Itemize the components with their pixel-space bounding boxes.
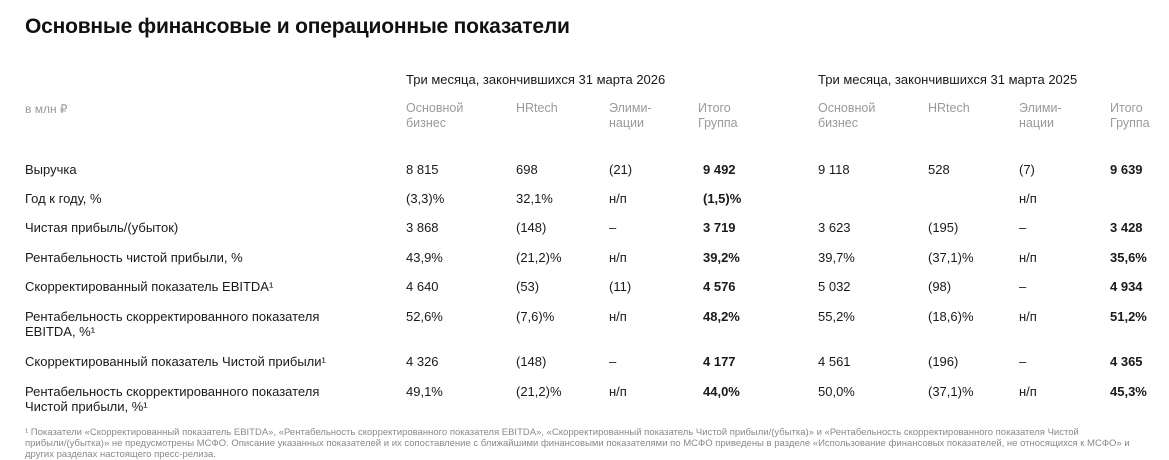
- row-label: Рентабельность скорректированного показа…: [25, 384, 320, 414]
- table-cell: 9 492: [703, 162, 736, 177]
- table-cell: 3 868: [406, 220, 439, 235]
- table-cell: 5 032: [818, 279, 851, 294]
- table-cell: н/п: [1019, 309, 1037, 324]
- table-cell: (196): [928, 354, 959, 369]
- table-cell: –: [609, 354, 617, 369]
- table-cell: 39,2%: [703, 250, 740, 265]
- table-cell: –: [1019, 354, 1027, 369]
- table-cell: 4 177: [703, 354, 736, 369]
- column-header-hrtech-2026: HRtech: [516, 101, 558, 115]
- table-cell: 3 623: [818, 220, 851, 235]
- table-cell: 43,9%: [406, 250, 443, 265]
- table-cell: 4 561: [818, 354, 851, 369]
- table-cell: 4 640: [406, 279, 439, 294]
- table-cell: 55,2%: [818, 309, 855, 324]
- table-cell: 32,1%: [516, 191, 553, 206]
- table-cell: (11): [609, 279, 632, 294]
- column-header-core-2025: Основной бизнес: [818, 101, 876, 130]
- row-label: Год к году, %: [25, 191, 102, 206]
- row-label: Скорректированный показатель EBITDA¹: [25, 279, 274, 294]
- table-cell: 50,0%: [818, 384, 855, 399]
- table-cell: 9 639: [1110, 162, 1143, 177]
- row-label: Рентабельность скорректированного показа…: [25, 309, 320, 339]
- table-cell: 39,7%: [818, 250, 855, 265]
- row-label: Выручка: [25, 162, 77, 177]
- table-cell: 52,6%: [406, 309, 443, 324]
- table-cell: 48,2%: [703, 309, 740, 324]
- column-header-hrtech-2025: HRtech: [928, 101, 970, 115]
- column-header-total-2025: Итого Группа: [1110, 101, 1150, 130]
- table-cell: 35,6%: [1110, 250, 1147, 265]
- table-cell: (37,1)%: [928, 250, 974, 265]
- column-header-elim-2025: Элими- нации: [1019, 101, 1062, 130]
- table-cell: н/п: [609, 309, 627, 324]
- table-cell: (53): [516, 279, 540, 294]
- period-header-2025: Три месяца, закончившихся 31 марта 2025: [818, 72, 1078, 87]
- footnote: ¹ Показатели «Скорректированный показате…: [25, 427, 1130, 460]
- table-cell: 9 118: [818, 162, 850, 177]
- table-cell: н/п: [609, 191, 627, 206]
- table-cell: н/п: [1019, 191, 1037, 206]
- table-cell: (7): [1019, 162, 1035, 177]
- table-cell: (18,6)%: [928, 309, 974, 324]
- table-cell: 51,2%: [1110, 309, 1147, 324]
- table-cell: 4 934: [1110, 279, 1143, 294]
- table-cell: (1,5)%: [703, 191, 742, 206]
- table-cell: 3 719: [703, 220, 736, 235]
- column-header-elim-2026: Элими- нации: [609, 101, 652, 130]
- column-header-total-2026: Итого Группа: [698, 101, 738, 130]
- table-cell: 44,0%: [703, 384, 740, 399]
- table-cell: 4 576: [703, 279, 736, 294]
- table-cell: (21): [609, 162, 633, 177]
- column-header-core-2026: Основной бизнес: [406, 101, 464, 130]
- table-cell: (195): [928, 220, 959, 235]
- table-cell: н/п: [1019, 384, 1037, 399]
- row-label: Рентабельность чистой прибыли, %: [25, 250, 243, 265]
- page-title: Основные финансовые и операционные показ…: [25, 15, 570, 38]
- table-cell: 698: [516, 162, 538, 177]
- period-header-2026: Три месяца, закончившихся 31 марта 2026: [406, 72, 666, 87]
- table-cell: (148): [516, 354, 547, 369]
- table-cell: 3 428: [1110, 220, 1143, 235]
- table-cell: 45,3%: [1110, 384, 1147, 399]
- table-cell: (37,1)%: [928, 384, 974, 399]
- unit-label: в млн ₽: [25, 102, 68, 116]
- row-label: Скорректированный показатель Чистой приб…: [25, 354, 326, 369]
- table-cell: –: [1019, 279, 1027, 294]
- table-cell: н/п: [609, 384, 627, 399]
- table-cell: –: [1019, 220, 1027, 235]
- table-cell: (7,6)%: [516, 309, 555, 324]
- table-cell: 8 815: [406, 162, 439, 177]
- table-cell: 4 365: [1110, 354, 1143, 369]
- table-cell: (21,2)%: [516, 384, 562, 399]
- table-cell: 49,1%: [406, 384, 443, 399]
- table-cell: (98): [928, 279, 952, 294]
- table-cell: 4 326: [406, 354, 439, 369]
- table-cell: н/п: [1019, 250, 1037, 265]
- table-cell: –: [609, 220, 617, 235]
- table-cell: (21,2)%: [516, 250, 562, 265]
- table-cell: (3,3)%: [406, 191, 445, 206]
- table-cell: 528: [928, 162, 950, 177]
- row-label: Чистая прибыль/(убыток): [25, 220, 179, 235]
- table-cell: (148): [516, 220, 547, 235]
- table-cell: н/п: [609, 250, 627, 265]
